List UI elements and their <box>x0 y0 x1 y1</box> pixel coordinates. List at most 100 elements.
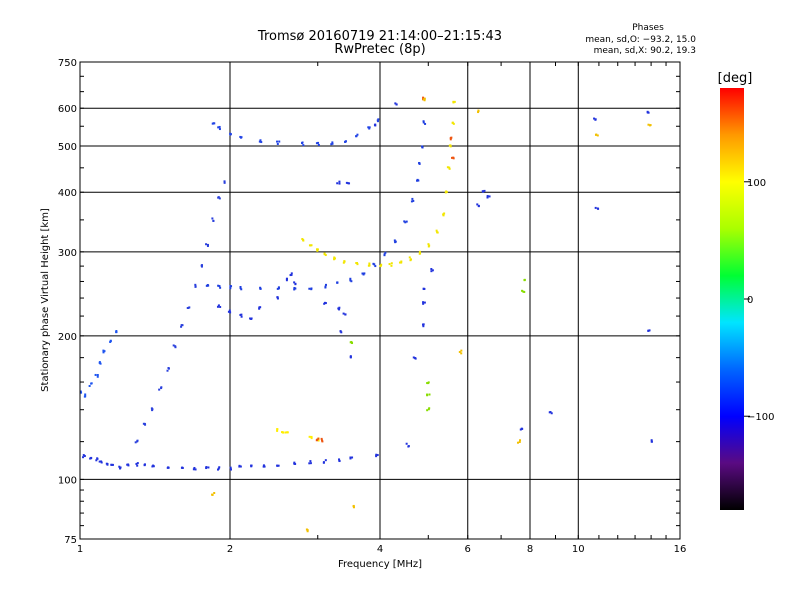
scatter-point <box>400 260 403 263</box>
scatter-point <box>426 394 429 397</box>
scatter-point <box>229 133 232 136</box>
scatter-point <box>278 140 281 143</box>
scatter-point <box>276 297 279 300</box>
scatter-point <box>217 304 220 307</box>
data-points <box>79 96 653 533</box>
scatter-point <box>83 455 86 458</box>
scatter-point <box>407 445 410 448</box>
scatter-point <box>151 409 154 412</box>
scatter-point <box>239 285 242 288</box>
scatter-point <box>119 467 122 470</box>
y-tick-label: 600 <box>58 104 77 115</box>
scatter-point <box>111 463 114 466</box>
scatter-point <box>418 162 421 165</box>
x-tick-label: 4 <box>377 544 383 555</box>
scatter-point <box>98 460 101 463</box>
scatter-point <box>398 261 401 264</box>
x-tick-label: 1 <box>77 544 83 555</box>
scatter-point <box>427 243 430 246</box>
scatter-point <box>404 221 407 224</box>
scatter-point <box>193 466 196 469</box>
scatter-point <box>488 195 491 198</box>
scatter-point <box>324 301 327 304</box>
scatter-point <box>320 437 323 440</box>
scatter-point <box>595 133 598 136</box>
x-tick-label: 8 <box>527 544 533 555</box>
scatter-point <box>317 439 320 442</box>
scatter-point <box>218 285 221 288</box>
scatter-point <box>342 261 345 264</box>
scatter-point <box>349 355 352 358</box>
scatter-point <box>309 244 312 247</box>
scatter-point <box>336 182 339 185</box>
colorbar-ticks: 100 0 −100 <box>744 178 774 423</box>
x-tick-label: 10 <box>572 544 585 555</box>
scatter-point <box>648 329 651 332</box>
y-tick-label: 300 <box>58 248 77 259</box>
scatter-point <box>351 342 354 345</box>
scatter-point <box>79 391 82 394</box>
scatter-point <box>143 464 146 467</box>
scatter-point <box>349 356 352 359</box>
scatter-point <box>276 429 279 432</box>
x-tick-label: 16 <box>674 544 687 555</box>
phase-info-heading: Phases <box>632 23 664 33</box>
scatter-point <box>223 181 226 184</box>
scatter-point <box>258 306 261 309</box>
scatter-point <box>102 349 105 352</box>
scatter-point <box>423 99 426 102</box>
scatter-point <box>317 143 320 146</box>
scatter-point <box>207 466 210 469</box>
scatter-point <box>352 506 355 509</box>
x-axis-label: Frequency [MHz] <box>338 559 422 570</box>
scatter-point <box>310 435 313 438</box>
scatter-point <box>446 166 449 169</box>
scatter-point <box>315 142 318 145</box>
scatter-point <box>418 250 421 253</box>
scatter-point <box>276 287 279 290</box>
scatter-point <box>136 440 139 443</box>
scatter-point <box>276 428 279 431</box>
scatter-point <box>277 287 280 290</box>
scatter-point <box>323 252 326 255</box>
scatter-point <box>285 279 288 282</box>
scatter-point <box>593 117 596 120</box>
scatter-point <box>430 270 433 273</box>
scatter-point <box>476 203 479 206</box>
scatter-point <box>300 142 303 145</box>
scatter-point <box>152 465 155 468</box>
scatter-point <box>348 182 351 185</box>
scatter-point <box>423 97 426 100</box>
scatter-point <box>259 286 262 289</box>
scatter-point <box>216 305 219 308</box>
scatter-point <box>383 253 386 256</box>
scatter-point <box>377 118 380 121</box>
scatter-point <box>519 439 522 442</box>
scatter-point <box>342 312 345 315</box>
scatter-point <box>286 277 289 280</box>
scatter-point <box>229 287 232 290</box>
scatter-point <box>412 356 415 359</box>
scatter-point <box>305 528 308 531</box>
scatter-point <box>250 464 253 467</box>
scatter-point <box>150 407 153 410</box>
scatter-point <box>372 262 375 265</box>
scatter-point <box>452 100 455 103</box>
scatter-point <box>594 118 597 121</box>
scatter-point <box>368 262 371 265</box>
scatter-point <box>349 279 352 282</box>
scatter-point <box>286 431 289 434</box>
scatter-point <box>321 440 324 443</box>
scatter-point <box>516 441 519 444</box>
scatter-point <box>343 260 346 263</box>
scatter-point <box>211 217 214 220</box>
scatter-point <box>90 457 93 460</box>
scatter-point <box>228 309 231 312</box>
scatter-point <box>317 141 320 144</box>
scatter-point <box>239 135 242 138</box>
scatter-point <box>331 142 334 145</box>
scatter-point <box>349 456 352 459</box>
scatter-point <box>422 325 425 328</box>
scatter-point <box>219 305 222 308</box>
